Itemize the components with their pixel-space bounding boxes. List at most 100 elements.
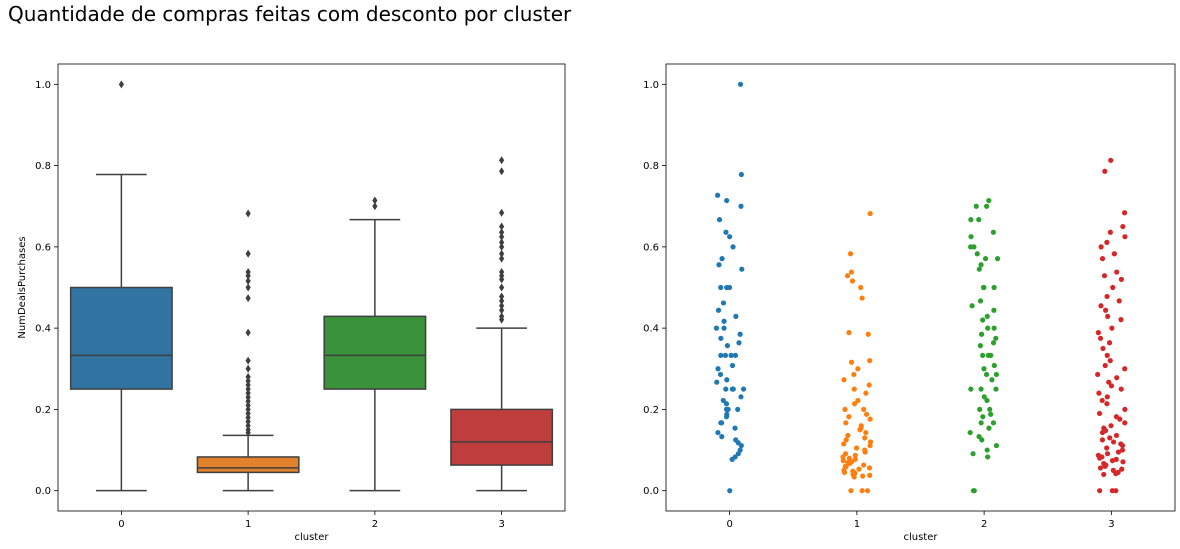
y-tick-label: 0.2: [643, 405, 659, 416]
strip-point: [719, 256, 725, 262]
strip-point: [855, 366, 861, 372]
strip-point: [1095, 330, 1101, 336]
strip-point: [732, 425, 738, 431]
strip-point: [1120, 223, 1126, 230]
box-outlier: [245, 421, 251, 430]
box-outlier: [245, 409, 251, 418]
strip-point: [982, 256, 989, 262]
box-outlier: [245, 405, 251, 414]
strip-point: [841, 469, 848, 475]
box-outlier: [245, 417, 251, 426]
box-outlier: [372, 196, 378, 205]
strip-point: [1098, 244, 1104, 250]
box-outlier: [245, 328, 251, 337]
strip-point: [851, 386, 857, 392]
strip-point: [984, 397, 990, 404]
strip-point: [1101, 471, 1107, 478]
strip-point: [993, 386, 999, 392]
strip-point: [852, 401, 858, 407]
strip-point: [867, 358, 873, 364]
strip-point: [1113, 432, 1120, 439]
x-axis-label: cluster: [903, 532, 938, 543]
strip-point: [1101, 273, 1108, 279]
box-outlier: [245, 283, 251, 292]
strip-point: [977, 298, 984, 304]
strip-point: [846, 330, 852, 336]
strip-point: [738, 203, 744, 209]
strip-point: [715, 429, 721, 436]
strip-point: [842, 406, 848, 413]
strip-point: [1122, 234, 1128, 240]
y-tick-label: 0.0: [35, 486, 51, 497]
strip-point: [718, 284, 724, 291]
strip-point: [991, 362, 997, 369]
strip-point: [980, 414, 986, 420]
strip-point: [1102, 168, 1108, 174]
strip-point: [843, 420, 849, 426]
strip-point: [1104, 352, 1110, 358]
strip-point: [719, 434, 725, 440]
strip-point: [729, 386, 735, 392]
strip-point: [986, 197, 992, 204]
strip-point: [968, 386, 974, 392]
strip-point: [1119, 442, 1126, 449]
strip-point: [859, 488, 865, 494]
box-outlier: [499, 283, 505, 292]
strip-point: [994, 256, 1001, 262]
strip-point: [1108, 383, 1115, 389]
strip-point: [848, 359, 855, 365]
figure-title: Quantidade de compras feitas com descont…: [8, 2, 572, 26]
strip-point: [840, 458, 846, 464]
strip-point: [724, 343, 731, 349]
strip-point: [1107, 358, 1113, 364]
strip-point: [1117, 416, 1123, 422]
strip-point: [737, 81, 744, 87]
strip-point: [969, 303, 975, 309]
strip-point: [740, 386, 747, 392]
strip-point: [991, 284, 997, 291]
strip-point: [981, 394, 987, 400]
box-outlier: [245, 271, 251, 280]
strip-point: [1114, 375, 1120, 381]
strip-point: [1104, 451, 1111, 457]
box-outlier: [245, 389, 251, 398]
strip-point: [1109, 325, 1115, 331]
strip-point: [738, 394, 744, 400]
strip-point: [974, 251, 980, 257]
strip-point: [723, 386, 729, 392]
box-outlier: [499, 249, 505, 258]
strip-point: [978, 420, 984, 426]
strip-point: [1102, 362, 1108, 369]
strip-point: [717, 371, 724, 378]
strip-point: [860, 473, 866, 479]
strip-point: [1096, 390, 1102, 396]
strip-point: [735, 451, 741, 457]
strip-point: [713, 325, 720, 331]
strip-point: [1104, 394, 1110, 400]
box-outlier: [245, 385, 251, 394]
strip-point: [716, 217, 723, 223]
strip-point: [1118, 317, 1124, 323]
strip-point: [1099, 437, 1106, 443]
strip-point: [983, 371, 990, 378]
strip-point: [863, 390, 869, 396]
strip-point: [990, 340, 997, 346]
y-tick-label: 0.4: [35, 324, 51, 335]
y-tick-label: 0.4: [643, 324, 659, 335]
strip-point: [846, 414, 852, 420]
strip-point: [729, 456, 735, 462]
y-tick-label: 1.0: [643, 80, 659, 91]
strip-point: [1122, 406, 1128, 413]
strip-point: [1120, 459, 1126, 465]
strip-point: [1114, 269, 1120, 275]
strip-point: [864, 488, 871, 494]
strip-point: [856, 466, 862, 472]
strip-point: [867, 416, 873, 422]
box-outlier: [245, 397, 251, 406]
strip-point: [733, 313, 739, 319]
x-tick-label: 2: [372, 519, 378, 530]
box-outlier: [245, 401, 251, 410]
strip-point: [861, 462, 867, 468]
box-outlier: [499, 228, 505, 237]
box-outlier: [245, 428, 251, 437]
